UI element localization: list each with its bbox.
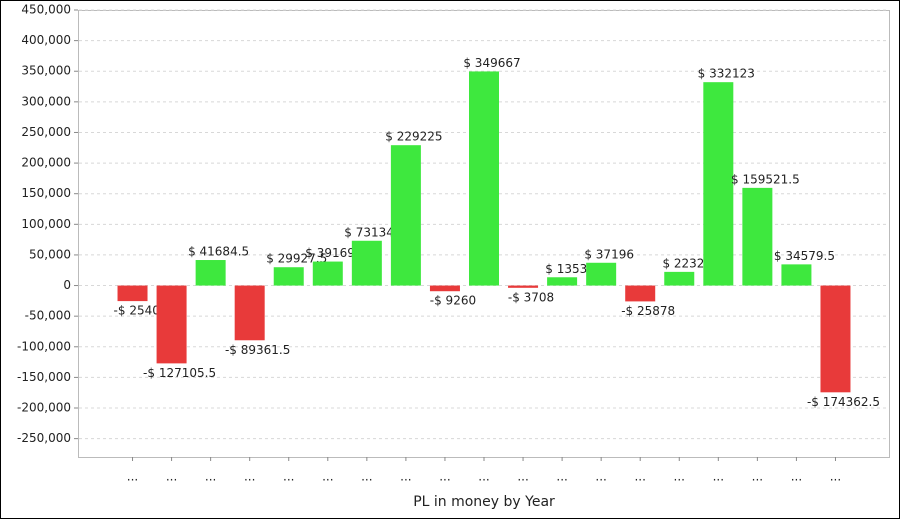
x-axis-title: PL in money by Year (413, 494, 555, 510)
x-tick-label: ... (205, 470, 216, 484)
x-tick-label: ... (166, 470, 177, 484)
value-label: -$ 174362.5 (807, 395, 880, 409)
bar (547, 277, 578, 286)
y-tick-label: 50,000 (29, 247, 71, 261)
bar (820, 285, 851, 393)
y-tick-label: 400,000 (21, 33, 71, 47)
bar (508, 285, 539, 288)
y-tick-label: -200,000 (17, 401, 71, 415)
y-tick-label: -100,000 (17, 339, 71, 353)
y-tick-label: 450,000 (21, 3, 71, 17)
x-tick-label: ... (322, 470, 333, 484)
value-label: $ 34579.5 (774, 249, 835, 263)
y-tick-label: -250,000 (17, 431, 71, 445)
y-tick-label: 200,000 (21, 156, 71, 170)
x-tick-label: ... (713, 470, 724, 484)
y-tick-label: 300,000 (21, 94, 71, 108)
x-tick-label: ... (517, 470, 528, 484)
value-label: -$ 9260 (430, 294, 476, 308)
x-tick-label: ... (674, 470, 685, 484)
bar (351, 240, 382, 286)
value-label: $ 29927.5 (266, 252, 327, 266)
y-tick-label: 150,000 (21, 186, 71, 200)
bar (156, 285, 187, 364)
value-label: $ 349667 (463, 56, 520, 70)
value-label: $ 37196 (584, 247, 634, 261)
value-label: $ 332123 (698, 67, 755, 81)
x-tick-label: ... (830, 470, 841, 484)
bar (234, 285, 265, 341)
value-label: -$ 25400 (114, 304, 168, 318)
x-tick-label: ... (361, 470, 372, 484)
y-tick-label: 100,000 (21, 217, 71, 231)
bar (781, 264, 812, 286)
value-label: -$ 25878 (621, 304, 675, 318)
y-tick-label: 0 (63, 278, 71, 292)
bar (273, 267, 304, 286)
bar (742, 187, 773, 286)
value-label: -$ 3708 (508, 290, 554, 304)
value-label: $ 159521.5 (731, 172, 800, 186)
bar (664, 271, 695, 286)
bar (117, 285, 148, 302)
bar (625, 285, 656, 302)
bar (390, 145, 421, 286)
y-tick-label: -150,000 (17, 370, 71, 384)
value-label: -$ 89361.5 (225, 343, 290, 357)
x-tick-label: ... (634, 470, 645, 484)
bar (429, 285, 460, 292)
x-tick-label: ... (439, 470, 450, 484)
x-tick-label: ... (400, 470, 411, 484)
value-label: $ 229225 (385, 130, 442, 144)
value-label: $ 73134.5 (344, 225, 405, 239)
x-tick-label: ... (752, 470, 763, 484)
x-tick-label: ... (127, 470, 138, 484)
value-label: $ 39169.5 (305, 246, 366, 260)
x-tick-label: ... (478, 470, 489, 484)
x-tick-label: ... (283, 470, 294, 484)
bar (703, 82, 734, 286)
x-tick-label: ... (791, 470, 802, 484)
bar (586, 262, 617, 286)
y-tick-label: 350,000 (21, 64, 71, 78)
x-tick-label: ... (556, 470, 567, 484)
x-tick-label: ... (244, 470, 255, 484)
value-label: $ 13539 (545, 262, 595, 276)
value-label: $ 22328 (662, 256, 712, 270)
value-label: -$ 127105.5 (143, 366, 216, 380)
bar (195, 260, 226, 286)
x-tick-label: ... (595, 470, 606, 484)
value-label: $ 41684.5 (188, 245, 249, 259)
y-tick-label: -50,000 (25, 309, 71, 323)
bar (312, 261, 343, 286)
y-tick-label: 250,000 (21, 125, 71, 139)
bar (469, 71, 499, 286)
